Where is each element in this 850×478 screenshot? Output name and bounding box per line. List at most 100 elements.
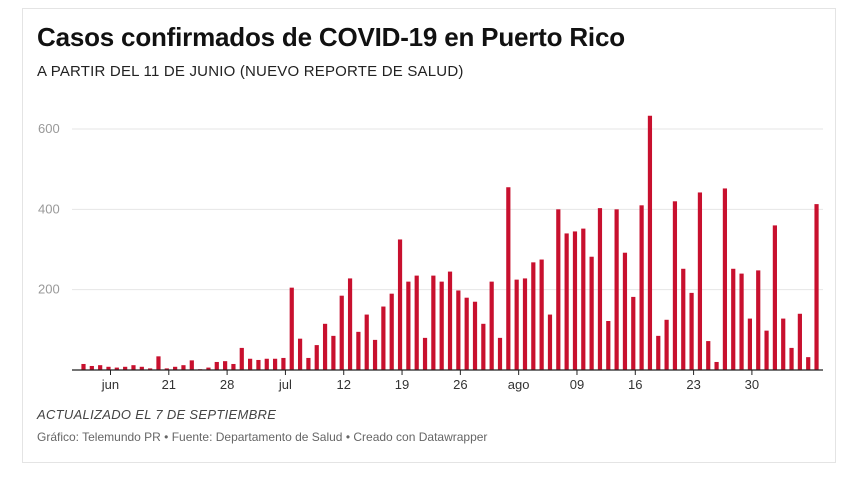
bar xyxy=(89,365,94,370)
bar xyxy=(797,313,802,370)
bar xyxy=(214,361,219,370)
bar xyxy=(622,252,628,370)
bar xyxy=(606,321,611,370)
bar xyxy=(139,366,144,370)
x-tick-label: 23 xyxy=(686,377,700,392)
bar xyxy=(764,330,769,370)
x-tick-label: 28 xyxy=(220,377,234,392)
bar xyxy=(581,228,586,370)
bar xyxy=(697,192,703,370)
bar xyxy=(489,281,494,370)
bar xyxy=(614,209,619,370)
x-tick-label: 16 xyxy=(628,377,642,392)
bar xyxy=(123,366,128,370)
bar xyxy=(406,281,411,370)
bar xyxy=(223,361,228,370)
bar xyxy=(447,271,453,370)
y-tick-label: 600 xyxy=(38,121,60,136)
bar xyxy=(514,279,519,371)
bar xyxy=(106,366,111,370)
x-tick-label: 21 xyxy=(162,377,176,392)
x-axis-ticks: jun 21 28 jul 12 19 26 ago 09 16 23 30 xyxy=(101,370,759,392)
bar xyxy=(672,201,678,370)
y-tick-label: 200 xyxy=(38,282,60,297)
bars xyxy=(81,115,819,371)
bar xyxy=(547,314,553,370)
bar xyxy=(681,268,686,370)
bar xyxy=(464,297,469,370)
bar xyxy=(114,367,119,370)
y-tick-label: 400 xyxy=(38,201,60,216)
bar xyxy=(456,290,461,370)
bar xyxy=(356,331,361,370)
bar xyxy=(747,318,752,370)
bar xyxy=(814,204,819,370)
bar xyxy=(314,345,319,370)
bar xyxy=(289,287,294,370)
chart-subtitle: A PARTIR DEL 11 DE JUNIO (NUEVO REPORTE … xyxy=(37,63,464,80)
bar xyxy=(364,314,369,370)
bar xyxy=(656,335,661,370)
x-tick-label: 19 xyxy=(395,377,409,392)
updated-note: ACTUALIZADO EL 7 DE SEPTIEMBRE xyxy=(37,407,277,422)
bar xyxy=(331,335,336,370)
bar xyxy=(597,208,603,370)
bar xyxy=(231,363,236,370)
bar xyxy=(731,268,736,370)
bar xyxy=(664,319,669,370)
chart-title: Casos confirmados de COVID-19 en Puerto … xyxy=(37,22,625,52)
bar xyxy=(439,281,444,370)
bar xyxy=(372,339,378,371)
bar xyxy=(806,357,811,370)
bar xyxy=(756,270,761,370)
bar xyxy=(164,368,169,370)
bar xyxy=(639,205,644,370)
bar xyxy=(539,259,544,370)
bar xyxy=(189,360,194,370)
bar xyxy=(414,275,419,370)
bar xyxy=(706,341,711,370)
x-tick-label: jul xyxy=(278,377,292,392)
bar xyxy=(381,306,386,370)
source-credit: Gráfico: Telemundo PR • Fuente: Departam… xyxy=(37,430,488,444)
x-tick-label: 12 xyxy=(336,377,350,392)
x-tick-label: 26 xyxy=(453,377,467,392)
bar xyxy=(181,365,186,370)
bar xyxy=(98,365,103,370)
bar xyxy=(131,365,136,370)
bar xyxy=(522,278,528,370)
bar xyxy=(781,318,786,370)
bar xyxy=(281,357,286,370)
bar xyxy=(722,188,728,370)
bar xyxy=(556,209,561,370)
bar xyxy=(322,323,328,370)
bar xyxy=(739,273,744,370)
bar xyxy=(589,256,594,370)
bar xyxy=(239,347,244,370)
bar xyxy=(347,278,353,370)
bar xyxy=(156,356,161,370)
bar xyxy=(148,368,153,370)
bar xyxy=(81,363,86,370)
x-tick-label: jun xyxy=(101,377,119,392)
bar xyxy=(506,187,511,370)
bar xyxy=(531,262,536,370)
bar xyxy=(572,231,578,370)
bar xyxy=(248,358,253,370)
bar xyxy=(173,366,178,370)
bar xyxy=(422,337,428,370)
bar xyxy=(714,361,719,370)
grid-lines: 200 400 600 xyxy=(38,121,823,297)
bar xyxy=(772,225,777,370)
bar xyxy=(206,367,211,370)
bar xyxy=(297,338,303,370)
bar xyxy=(389,293,394,370)
x-tick-label: 30 xyxy=(745,377,759,392)
bar xyxy=(789,347,794,370)
bar xyxy=(689,292,694,370)
bar xyxy=(497,337,503,370)
x-tick-label: 09 xyxy=(570,377,584,392)
bar xyxy=(472,301,478,370)
bar xyxy=(339,295,344,370)
